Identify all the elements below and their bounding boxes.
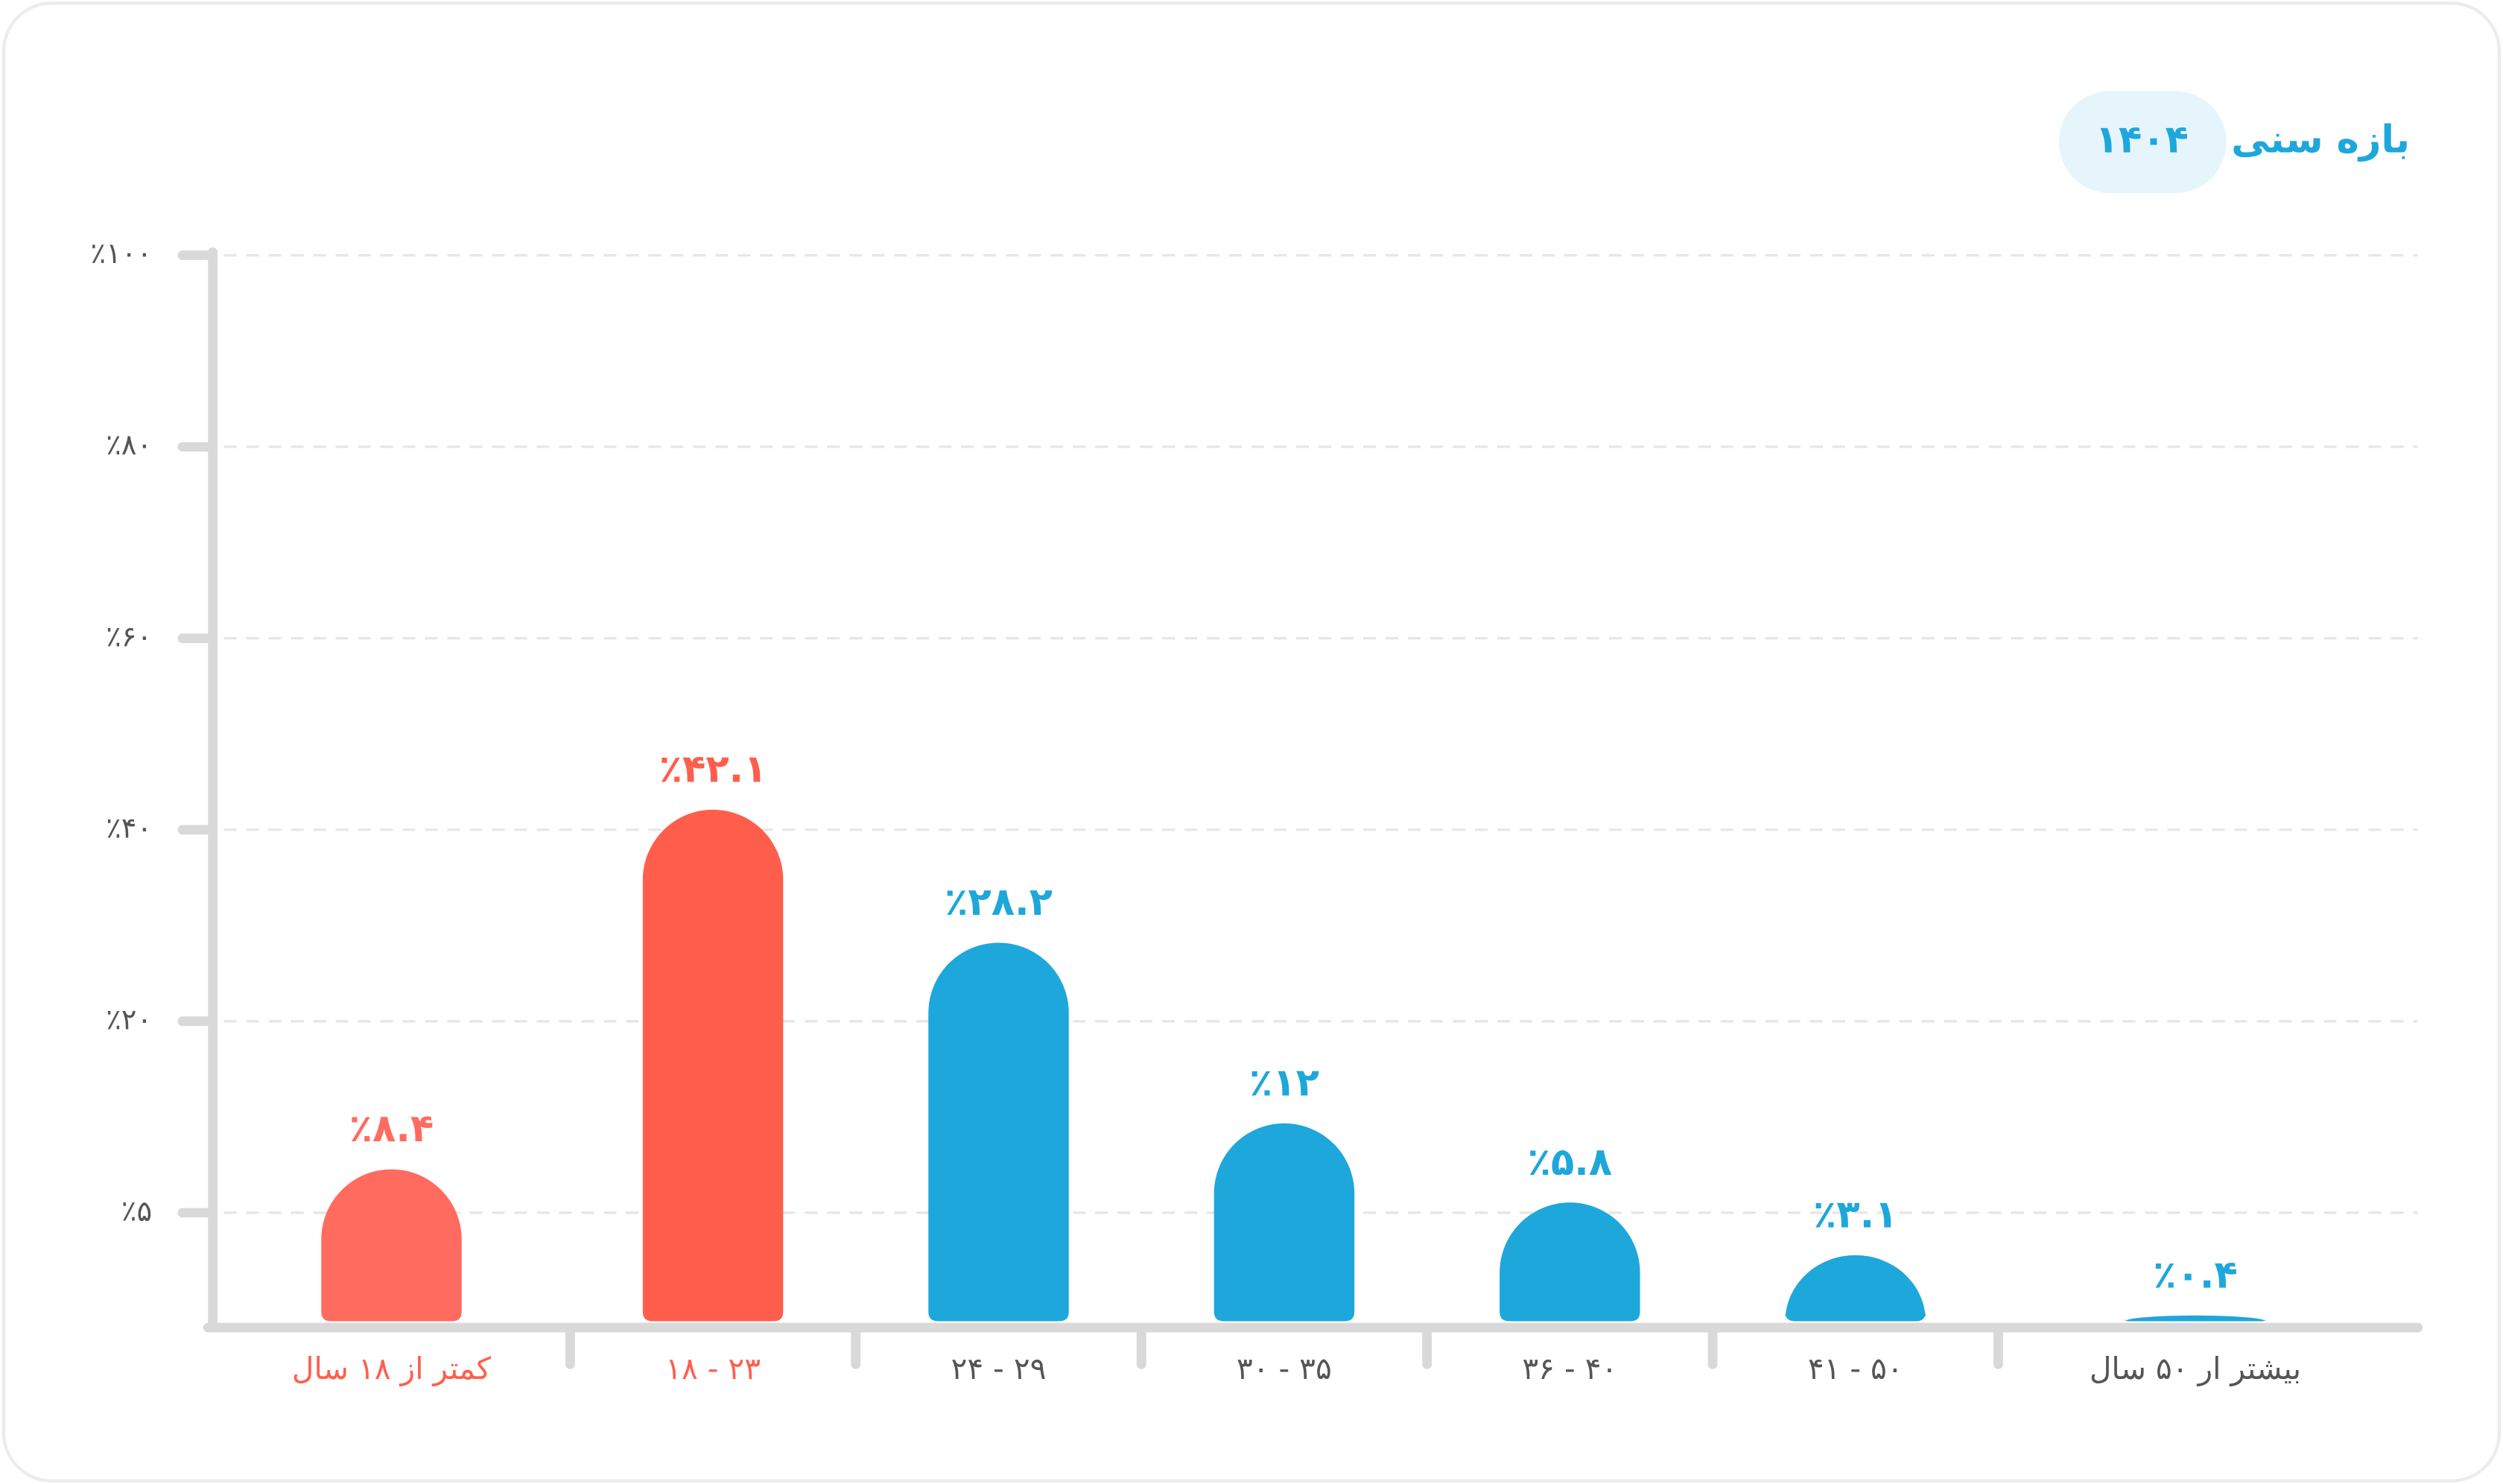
y-tick-label: ٪۴۰	[106, 811, 152, 845]
bar	[1785, 1255, 1926, 1322]
bar	[642, 809, 784, 1322]
x-tick-label: بیشتر ار ۵۰ سال	[2090, 1351, 2301, 1386]
year-pill[interactable]	[2058, 91, 2227, 194]
value-label: ٪۸.۴	[349, 1106, 434, 1151]
y-tick-label: ٪۲۰	[106, 1003, 152, 1036]
bar	[321, 1169, 462, 1322]
x-tick-label: ۳۰ - ۳۵	[1237, 1351, 1332, 1386]
value-label: ٪۳.۱	[1813, 1192, 1898, 1237]
bar	[1500, 1202, 1640, 1322]
x-tick-label: ۳۶ - ۴۰	[1522, 1351, 1617, 1386]
value-label: ٪۱۲	[1249, 1061, 1319, 1106]
value-label: ٪۲۸.۲	[945, 880, 1053, 925]
chart-title: بازه سنی	[2231, 118, 2410, 162]
y-tick-label: ٪۸۰	[106, 428, 152, 462]
bar	[928, 942, 1069, 1322]
x-tick-label: ۲۴ - ۲۹	[951, 1351, 1047, 1386]
year-label[interactable]: ۱۴۰۴	[2095, 118, 2188, 162]
bar	[1214, 1123, 1355, 1322]
y-tick-label: ٪۶۰	[106, 620, 152, 653]
x-tick-label: کمتر از ۱۸ سال	[292, 1351, 492, 1386]
x-tick-label: ۱۸ - ۲۳	[665, 1351, 761, 1386]
x-tick-label: ۴۱ - ۵۰	[1808, 1351, 1903, 1386]
y-tick-label: ٪۱۰۰	[90, 237, 152, 270]
value-label: ٪۰.۴	[2153, 1252, 2238, 1297]
value-label: ٪۴۲.۱	[659, 746, 767, 791]
bar	[2125, 1315, 2266, 1322]
y-tick-label: ٪۵	[121, 1194, 152, 1228]
value-label: ٪۵.۸	[1528, 1140, 1613, 1185]
year-selector[interactable]: ۱۴۰۴	[2058, 91, 2227, 194]
